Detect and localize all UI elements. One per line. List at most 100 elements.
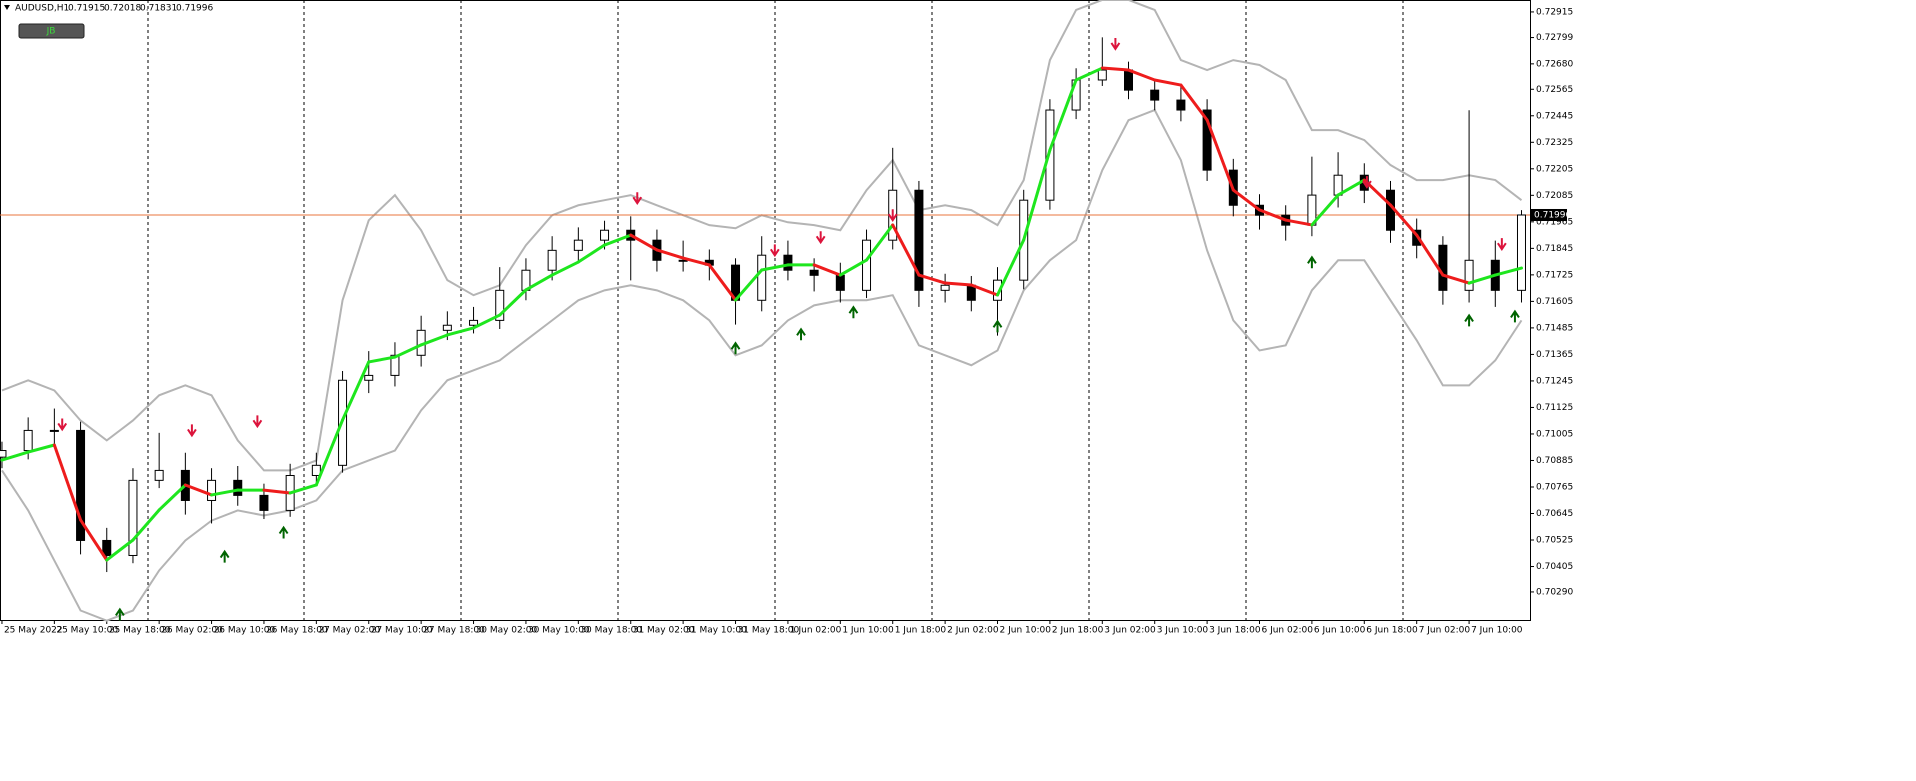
ma-segment bbox=[865, 223, 895, 262]
current-price-box bbox=[1531, 208, 1567, 221]
candle-body bbox=[154, 469, 164, 481]
candle-body bbox=[835, 274, 845, 291]
ma-segment bbox=[1153, 78, 1183, 87]
ma-segment bbox=[1231, 188, 1261, 212]
ma-segment bbox=[79, 518, 109, 562]
x-tick-label: 6 Jun 10:00 bbox=[1314, 626, 1366, 636]
ma-segment bbox=[812, 263, 842, 277]
sell-arrow bbox=[1362, 176, 1372, 189]
ma-segment bbox=[1022, 148, 1052, 242]
candle-body bbox=[364, 374, 374, 381]
x-tick-label: 3 Jun 02:00 bbox=[1104, 626, 1156, 636]
buy-arrow bbox=[730, 341, 741, 355]
ma-segment bbox=[445, 326, 476, 337]
candle-body bbox=[1202, 109, 1212, 171]
ma-segment bbox=[1415, 233, 1445, 277]
ma-segment bbox=[210, 488, 240, 497]
plot-frame bbox=[0, 0, 1531, 621]
candle-body bbox=[1438, 244, 1448, 291]
y-tick-label: 0.71605 bbox=[1536, 297, 1573, 307]
candle-body bbox=[940, 284, 950, 291]
x-tick-label: 1 Jun 18:00 bbox=[895, 626, 947, 636]
candle-body bbox=[1124, 69, 1134, 91]
y-tick-label: 0.72205 bbox=[1536, 164, 1573, 174]
ma-segment bbox=[524, 273, 554, 292]
menu-icon[interactable] bbox=[4, 5, 10, 10]
candle-body bbox=[442, 324, 452, 331]
x-tick-label: 1 Jun 02:00 bbox=[790, 626, 842, 636]
buy-arrow bbox=[278, 525, 289, 539]
sell-arrow bbox=[1497, 238, 1507, 251]
ma-segment bbox=[341, 360, 371, 422]
ma-segment bbox=[26, 443, 56, 454]
y-tick-label: 0.70765 bbox=[1536, 482, 1573, 492]
buy-arrow bbox=[848, 305, 859, 319]
ma-segment bbox=[1467, 273, 1497, 285]
y-tick-label: 0.71965 bbox=[1536, 217, 1573, 227]
x-tick-label: 3 Jun 10:00 bbox=[1157, 626, 1209, 636]
buy-arrow bbox=[796, 327, 806, 341]
x-tick-label: 3 Jun 18:00 bbox=[1209, 626, 1261, 636]
ma-segment bbox=[996, 238, 1026, 297]
ma-segment bbox=[760, 263, 790, 272]
ma-segment bbox=[891, 223, 921, 277]
ma-segment bbox=[969, 283, 1000, 297]
candle-body bbox=[573, 239, 583, 251]
y-tick-label: 0.72565 bbox=[1536, 85, 1573, 95]
ma-segment bbox=[288, 483, 318, 495]
candle-body bbox=[600, 229, 610, 241]
y-tick-label: 0.71245 bbox=[1536, 376, 1573, 386]
x-tick-label: 30 May 18:00 bbox=[580, 626, 642, 636]
ma-segment bbox=[1257, 208, 1288, 222]
candle-body bbox=[757, 254, 767, 301]
sell-arrow bbox=[632, 192, 643, 205]
buy-arrow bbox=[115, 607, 125, 621]
candle-body bbox=[1516, 214, 1526, 291]
sell-arrow bbox=[57, 418, 68, 432]
candle-body bbox=[809, 269, 819, 276]
buy-arrow bbox=[992, 319, 1003, 333]
band-line bbox=[1, 108, 1523, 622]
ma-segment bbox=[1127, 68, 1157, 82]
ma-segment bbox=[734, 268, 764, 302]
x-tick-label: 26 May 10:00 bbox=[214, 626, 276, 636]
ohlc-close: 0.71996 bbox=[176, 4, 213, 14]
y-tick-label: 0.71005 bbox=[1536, 429, 1573, 439]
candle-body bbox=[1097, 69, 1107, 81]
y-tick-label: 0.72445 bbox=[1536, 111, 1573, 121]
x-tick-label: 31 May 10:00 bbox=[685, 626, 747, 636]
jb-button-label[interactable]: JB bbox=[46, 27, 56, 37]
x-tick-label: 27 May 02:00 bbox=[318, 626, 380, 636]
sell-arrow bbox=[187, 424, 197, 438]
ma-segment bbox=[1493, 266, 1523, 277]
jb-button[interactable] bbox=[18, 23, 85, 39]
y-tick-label: 0.70290 bbox=[1536, 587, 1573, 597]
ma-segment bbox=[1179, 83, 1209, 122]
ma-segment bbox=[1310, 193, 1340, 227]
ma-segment bbox=[367, 355, 397, 364]
sell-arrow bbox=[252, 415, 263, 429]
x-tick-label: 30 May 02:00 bbox=[476, 626, 538, 636]
ma-segment bbox=[419, 333, 449, 347]
x-tick-label: 25 May 18:00 bbox=[109, 626, 171, 636]
x-tick-label: 6 Jun 18:00 bbox=[1366, 626, 1418, 636]
candle-body bbox=[128, 479, 138, 556]
ma-segment bbox=[262, 488, 292, 495]
candle-body bbox=[914, 189, 924, 291]
ma-segment bbox=[943, 281, 973, 287]
x-tick-label: 31 May 02:00 bbox=[633, 626, 695, 636]
x-tick-label: 25 May 10:00 bbox=[56, 626, 118, 636]
x-tick-label: 26 May 18:00 bbox=[266, 626, 328, 636]
y-tick-label: 0.70525 bbox=[1536, 536, 1573, 546]
x-tick-label: 2 Jun 02:00 bbox=[947, 626, 999, 636]
ma-segment bbox=[183, 483, 214, 497]
candle-body bbox=[49, 429, 59, 432]
candle-body bbox=[469, 319, 479, 326]
candle-body bbox=[311, 464, 321, 476]
candle-body bbox=[259, 494, 269, 511]
x-tick-label: 30 May 10:00 bbox=[528, 626, 590, 636]
ma-segment bbox=[1388, 203, 1419, 237]
x-tick-label: 25 May 2022 bbox=[4, 626, 63, 636]
ma-segment bbox=[52, 443, 83, 522]
candle-body bbox=[495, 289, 505, 321]
